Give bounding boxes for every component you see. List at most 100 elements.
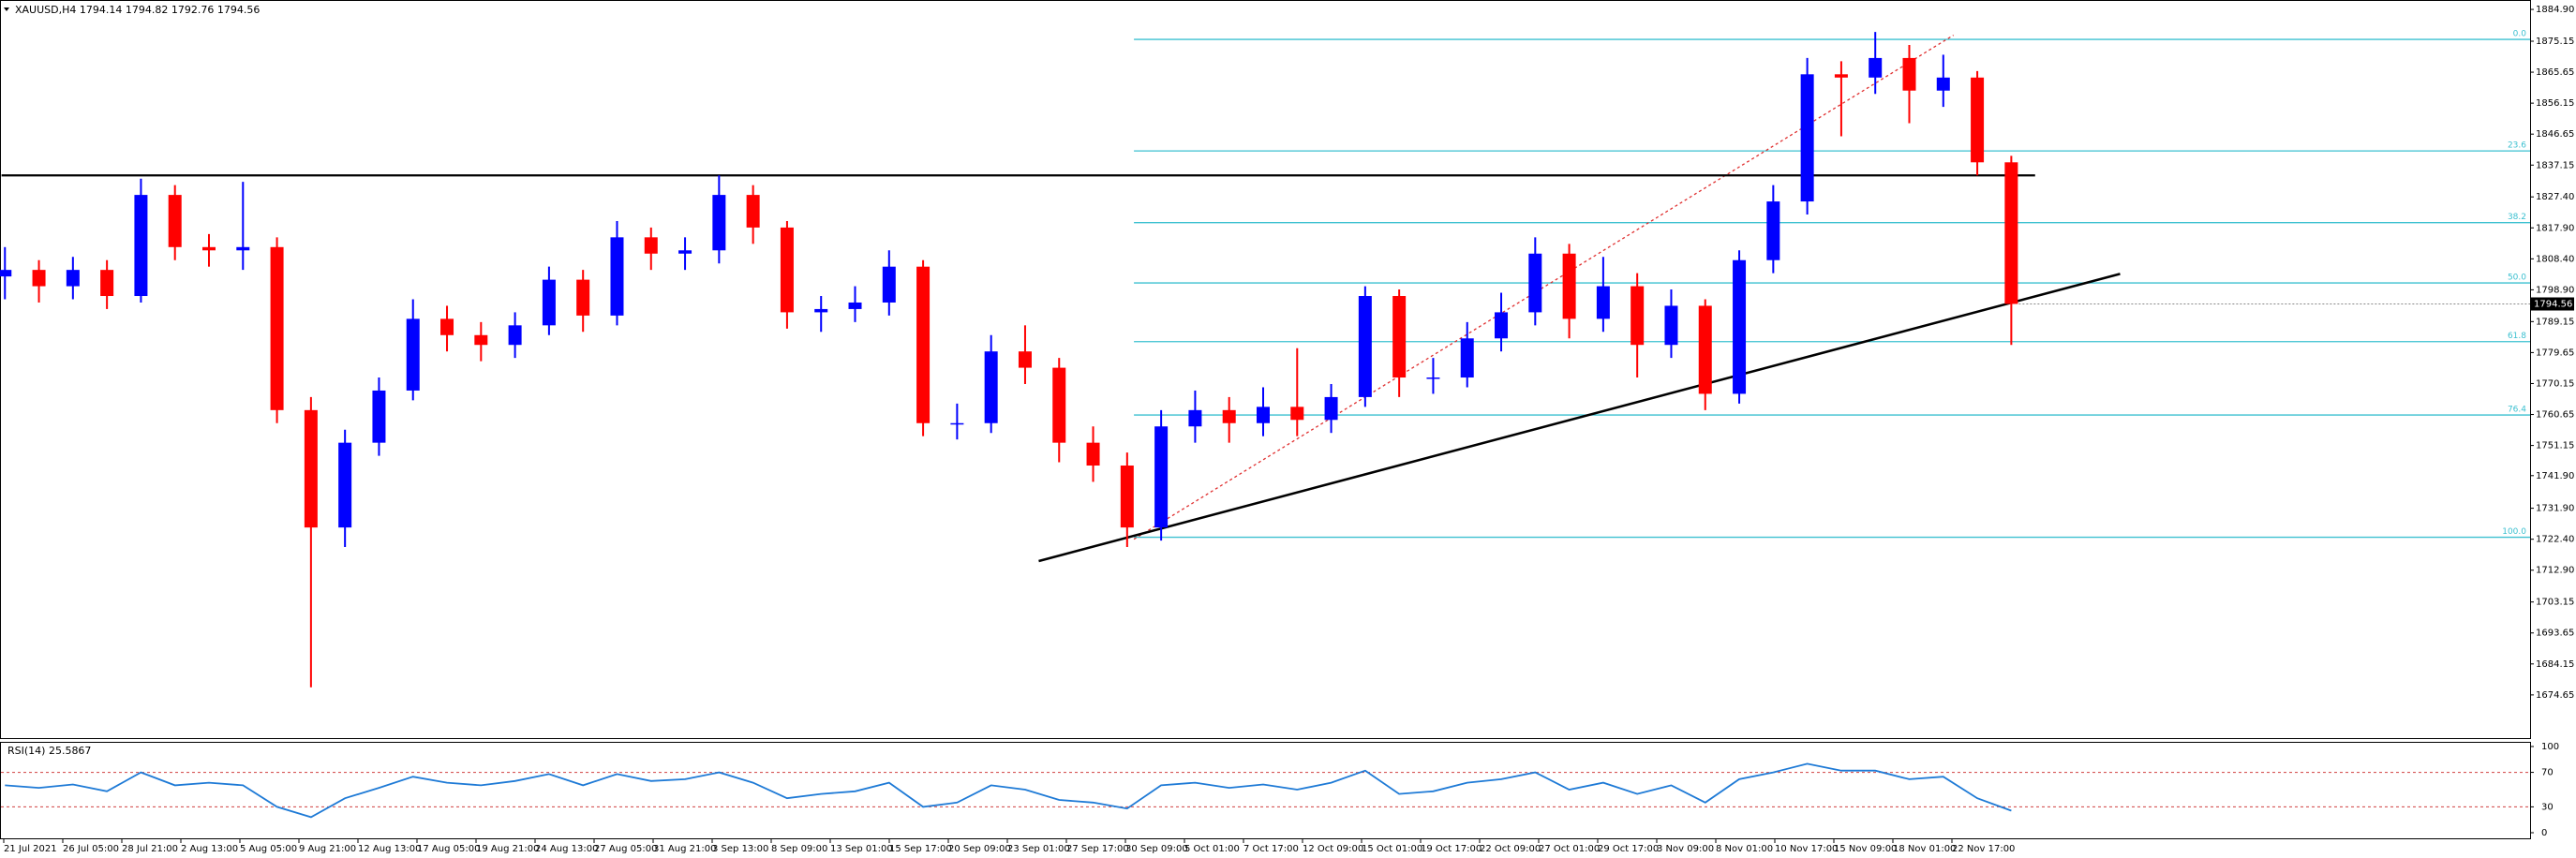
y-tick-label: 1865.65 [2536,67,2574,78]
candle-body [372,390,386,443]
x-tick-label: 19 Aug 21:00 [476,844,539,854]
x-tick-label: 26 Jul 05:00 [63,844,119,854]
y-tick-label: 70 [2541,768,2554,778]
price-tag-label: 1794.56 [2534,300,2572,310]
candle-body [304,409,318,528]
candle-body [1800,74,1814,202]
candle-body [712,195,726,251]
x-tick-label: 8 Nov 01:00 [1716,844,1773,854]
x-tick-label: 21 Jul 2021 [4,844,57,854]
candle-body [814,308,828,313]
candle-body [32,270,46,287]
y-tick-label: 1751.15 [2536,441,2574,451]
x-tick-label: 17 Aug 05:00 [417,844,480,854]
y-tick-label: 1674.65 [2536,690,2574,701]
candle-body [1834,74,1848,78]
candle-body [338,442,352,528]
candle-body [1902,57,1916,91]
y-tick-label: 1703.15 [2536,598,2574,608]
candle-body [1562,253,1576,319]
x-tick-label: 7 Oct 17:00 [1243,844,1299,854]
x-tick-label: 15 Nov 09:00 [1834,844,1897,854]
rsi-panel [0,742,2531,839]
fib-label: 38.2 [2508,213,2526,222]
candle-body [1698,305,1712,394]
y-tick-label: 1760.65 [2536,410,2574,421]
x-tick-label: 30 Sep 09:00 [1125,844,1188,854]
candle-body [1222,409,1236,423]
candle-body [2004,162,2018,304]
candle-body [236,246,250,251]
candle-body [746,195,760,228]
trend-line [1038,273,2121,563]
candle-body [1528,253,1542,313]
candle-body [270,246,284,410]
fib-label: 0.0 [2513,30,2527,39]
candle-body [1426,377,1440,379]
y-tick-label: 1837.15 [2536,160,2574,170]
y-tick-label: 1779.65 [2536,348,2574,358]
y-tick-label: 1693.65 [2536,629,2574,639]
candle-body [1052,367,1066,443]
candle-body [1971,77,1985,163]
y-tick-label: 1731.90 [2536,504,2574,514]
x-tick-label: 15 Sep 17:00 [889,844,952,854]
candle-body [1154,426,1169,528]
candle-body [678,250,692,254]
candle-body [1120,466,1134,528]
y-tick-label: 1770.15 [2536,378,2574,389]
x-tick-label: 2 Aug 13:00 [181,844,238,854]
x-tick-label: 12 Oct 09:00 [1303,844,1363,854]
y-tick-label: 1684.15 [2536,659,2574,670]
x-tick-label: 18 Nov 01:00 [1893,844,1956,854]
x-tick-label: 27 Oct 01:00 [1539,844,1600,854]
candle-body [406,318,420,391]
candle-body [134,195,148,297]
candle-body [1256,407,1270,423]
candle-body [1086,442,1100,466]
candle-body [440,318,454,335]
candle-body [1733,259,1747,394]
candle-body [1936,77,1950,91]
candle-body [1630,286,1645,346]
candle-body [984,351,998,423]
y-tick-label: 1808.40 [2536,254,2574,264]
candle-body [1460,338,1474,378]
candle-body [882,266,896,303]
x-tick-label: 29 Oct 17:00 [1598,844,1659,854]
x-tick-label: 9 Aug 21:00 [299,844,356,854]
candle-body [1664,305,1678,346]
y-tick-label: 1827.40 [2536,192,2574,202]
x-tick-label: 13 Sep 01:00 [830,844,893,854]
candle-body [1495,312,1509,339]
candle-body [1290,407,1304,421]
y-tick-label: 1741.90 [2536,471,2574,481]
candle-body [1766,201,1780,260]
x-tick-label: 19 Oct 17:00 [1421,844,1482,854]
x-tick-label: 5 Oct 01:00 [1184,844,1240,854]
candle-body [1392,296,1407,378]
candle-body [202,246,216,251]
y-tick-label: 0 [2541,828,2547,838]
price-tag [2531,297,2574,311]
candle-body [100,270,114,297]
fib-label: 76.4 [2508,406,2526,415]
x-tick-label: 3 Sep 13:00 [712,844,768,854]
candle-body [168,195,182,247]
x-tick-label: 10 Nov 17:00 [1775,844,1838,854]
candle-body [542,279,556,326]
price-panel [0,0,2531,739]
candle-body [1018,351,1032,368]
fib-label: 50.0 [2508,274,2526,283]
y-tick-label: 1712.90 [2536,566,2574,576]
y-tick-label: 1884.90 [2536,5,2574,15]
x-tick-label: 28 Jul 21:00 [122,844,178,854]
candle-body [780,227,794,313]
y-tick-label: 1856.15 [2536,98,2574,109]
candle-body [1869,57,1883,78]
y-tick-label: 1875.15 [2536,37,2574,47]
y-tick-label: 1798.90 [2536,285,2574,295]
candle-body [644,237,658,254]
x-tick-label: 8 Sep 09:00 [771,844,827,854]
